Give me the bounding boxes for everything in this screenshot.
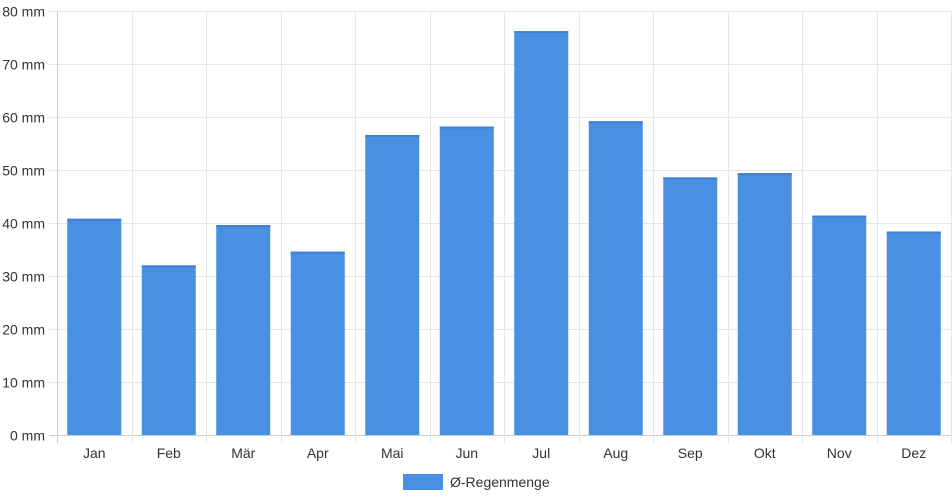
- x-tick-label: Aug: [603, 445, 628, 461]
- bars: [67, 31, 941, 436]
- bar-nov[interactable]: [812, 215, 867, 435]
- x-tick-label: Okt: [754, 445, 776, 461]
- legend-label-rainfall[interactable]: Ø-Regenmenge: [450, 474, 550, 490]
- bar-mär[interactable]: [216, 225, 271, 435]
- bar-jun[interactable]: [439, 126, 494, 435]
- x-tick-label: Jan: [83, 445, 106, 461]
- bar-feb[interactable]: [141, 265, 196, 435]
- bar-jul[interactable]: [514, 31, 569, 435]
- x-tick-label: Jun: [455, 445, 478, 461]
- x-tick-label: Jul: [532, 445, 550, 461]
- bar-apr[interactable]: [290, 251, 345, 435]
- y-tick-label: 0 mm: [10, 428, 45, 444]
- bar-okt[interactable]: [737, 173, 792, 435]
- bar-sep[interactable]: [663, 177, 718, 436]
- bar-aug[interactable]: [588, 121, 643, 436]
- y-axis-tick-labels: 0 mm 10 mm 20 mm 30 mm 40 mm 50 mm 60 mm 70 mm 8…: [2, 4, 45, 444]
- x-tick-label: Mai: [381, 445, 404, 461]
- x-tick-label: Sep: [678, 445, 703, 461]
- legend-swatch-rainfall[interactable]: [403, 474, 443, 490]
- bar-jan[interactable]: [67, 218, 122, 435]
- x-tick-label: Nov: [827, 445, 852, 461]
- legend[interactable]: Ø-Regenmenge: [403, 474, 550, 490]
- bar-dez[interactable]: [886, 231, 941, 435]
- y-tick-label: 50 mm: [2, 163, 45, 179]
- y-tick-label: 40 mm: [2, 216, 45, 232]
- x-tick-label: Feb: [157, 445, 181, 461]
- bar-mai[interactable]: [365, 135, 420, 435]
- y-tick-label: 30 mm: [2, 269, 45, 285]
- y-tick-label: 60 mm: [2, 110, 45, 126]
- x-tick-label: Apr: [307, 445, 329, 461]
- horizontal-gridlines: [49, 11, 951, 436]
- x-axis-tick-labels: Jan Feb Mär Apr Mai Jun Jul Aug Sep Okt Nov Dez: [83, 445, 926, 461]
- x-tick-label: Dez: [901, 445, 926, 461]
- y-tick-label: 10 mm: [2, 375, 45, 391]
- y-tick-label: 80 mm: [2, 4, 45, 20]
- y-tick-label: 20 mm: [2, 322, 45, 338]
- y-tick-label: 70 mm: [2, 57, 45, 73]
- x-tick-label: Mär: [231, 445, 255, 461]
